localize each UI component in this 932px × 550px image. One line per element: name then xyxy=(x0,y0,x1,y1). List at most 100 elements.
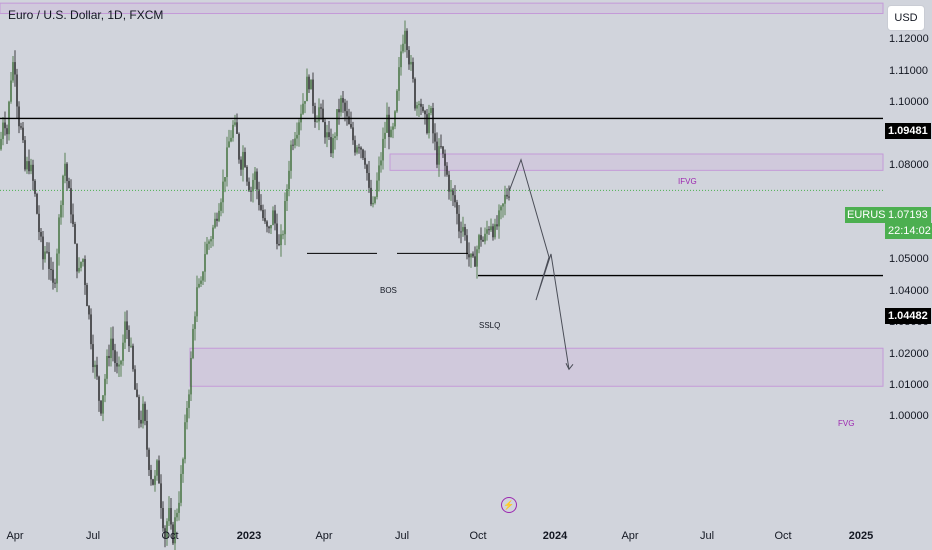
candle-body xyxy=(472,253,474,257)
candle-body xyxy=(198,283,200,288)
candle-body xyxy=(82,259,84,262)
candle-body xyxy=(166,521,168,538)
time-tick-label: Jul xyxy=(394,530,410,542)
price-tick-label: 1.01000 xyxy=(889,379,929,391)
candle-body xyxy=(168,508,170,522)
candle-body xyxy=(404,30,406,44)
candle-body xyxy=(148,449,150,470)
candle-body xyxy=(506,194,508,197)
candle-body xyxy=(202,271,204,281)
candle-body xyxy=(388,114,390,137)
candle-body xyxy=(208,241,210,244)
candle-body xyxy=(232,124,234,138)
candle-body xyxy=(160,483,162,509)
candle-body xyxy=(378,165,380,181)
time-tick-label: Oct xyxy=(469,530,487,542)
candle-body xyxy=(410,61,412,65)
candle-body xyxy=(412,61,414,79)
candle-body xyxy=(176,512,178,518)
candle-body xyxy=(370,187,372,205)
candle-body xyxy=(20,126,22,128)
candle-body xyxy=(358,147,360,149)
candle-body xyxy=(16,74,18,107)
candle-body xyxy=(312,79,314,106)
candle-body xyxy=(238,133,240,160)
candle-body xyxy=(130,345,132,347)
currency-button[interactable]: USD xyxy=(887,5,925,31)
last-price-tag: 1.07193 xyxy=(885,207,931,223)
lightning-icon[interactable]: ⚡ xyxy=(501,497,517,513)
candle-body xyxy=(408,50,410,65)
candle-body xyxy=(342,98,344,103)
zone-0 xyxy=(0,2,884,15)
candle-body xyxy=(484,233,486,242)
time-tick-label: Apr xyxy=(315,530,333,542)
candle-body xyxy=(354,140,356,153)
candle-body xyxy=(44,251,46,260)
candle-body xyxy=(364,157,366,165)
candle-body xyxy=(246,166,248,182)
candle-body xyxy=(326,132,328,138)
candle-body xyxy=(482,239,484,242)
candle-body xyxy=(382,138,384,161)
price-tick-label: 1.04000 xyxy=(889,284,929,297)
candle-body xyxy=(498,210,500,227)
candle-body xyxy=(446,165,448,175)
candle-body xyxy=(502,203,504,207)
candle-body xyxy=(494,224,496,238)
price-tick-label: 1.11000 xyxy=(889,64,928,77)
candle-body xyxy=(170,508,172,525)
candle-body xyxy=(134,369,136,390)
candle-body xyxy=(200,280,202,284)
candle-body xyxy=(422,106,424,111)
candle-body xyxy=(120,360,122,365)
candle-body xyxy=(78,267,80,272)
candle-body xyxy=(468,254,470,258)
candle-body xyxy=(270,224,272,229)
candle-body xyxy=(50,268,52,270)
time-tick-label: 2023 xyxy=(236,530,262,542)
candle-body xyxy=(230,137,232,142)
candle-body xyxy=(214,218,216,228)
candle-body xyxy=(268,226,270,229)
candle-body xyxy=(222,181,224,203)
candle-body xyxy=(328,132,330,138)
candle-body xyxy=(84,259,86,285)
candle-body xyxy=(500,206,502,211)
chart-title[interactable]: Euro / U.S. Dollar, 1D, FXCM xyxy=(8,8,164,22)
candle-body xyxy=(220,202,222,211)
zone-2 xyxy=(189,347,884,387)
price-tick-label: 1.08000 xyxy=(889,159,929,171)
candle-body xyxy=(324,122,326,138)
candle-body xyxy=(40,232,42,237)
candle-body xyxy=(216,218,218,221)
candle-body xyxy=(218,210,220,221)
candle-body xyxy=(260,205,262,210)
candle-body xyxy=(110,338,112,359)
candle-body xyxy=(236,122,238,134)
candle-body xyxy=(132,345,134,370)
candle-body xyxy=(194,316,196,329)
candle-body xyxy=(30,164,32,172)
candle-body xyxy=(406,30,408,51)
lines-layer xyxy=(0,117,883,371)
price-tick-label: 1.12000 xyxy=(889,33,929,46)
candle-body xyxy=(94,364,96,368)
zone-1 xyxy=(389,153,884,171)
candles-layer xyxy=(0,20,510,550)
candle-body xyxy=(114,350,116,364)
candle-body xyxy=(480,235,482,240)
candle-body xyxy=(486,229,488,234)
candle-body xyxy=(104,378,106,396)
candle-body xyxy=(90,314,92,345)
candle-body xyxy=(206,243,208,255)
candle-body xyxy=(304,101,306,104)
candle-body xyxy=(180,473,182,503)
candle-body xyxy=(92,344,94,368)
time-tick-label: 2025 xyxy=(848,530,874,542)
candle-body xyxy=(372,202,374,205)
candle-body xyxy=(306,76,308,102)
candle-body xyxy=(70,188,72,215)
candle-body xyxy=(248,181,250,191)
